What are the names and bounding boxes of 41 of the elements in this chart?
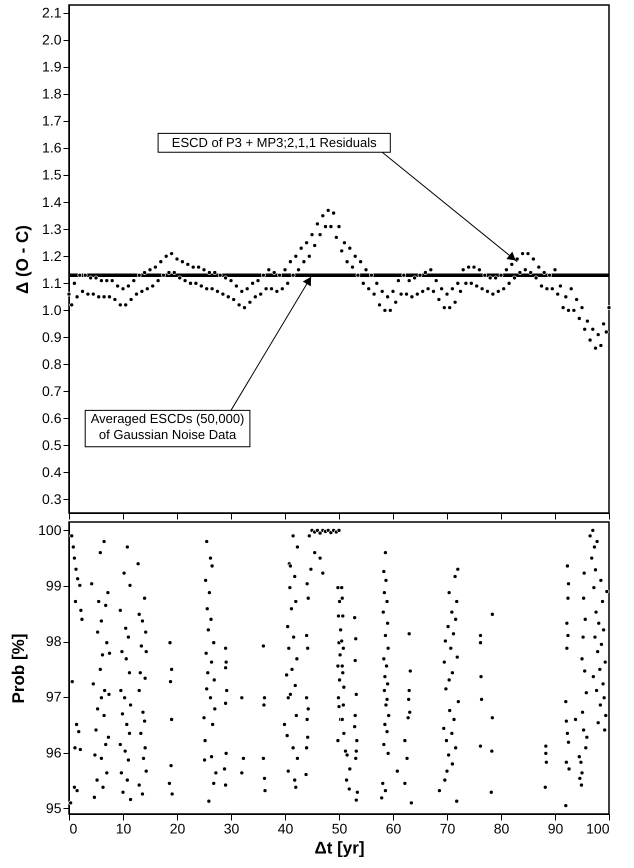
y-tick-label: 95 [46,800,62,816]
y-tick-label: 1.3 [42,220,62,237]
y-tick-label: 0.8 [42,356,62,372]
x-tick-label: 30 [224,820,240,836]
y-tick-label: 97 [46,688,62,705]
y-tick-label: 1.0 [42,302,62,318]
annotation: Averaged ESCDs (50,000) of Gaussian Noise Data [90,410,244,442]
y-tick-label: 0.9 [42,328,62,345]
x-tick-label: 90 [548,820,564,836]
y-tick-label: 0.4 [42,464,62,480]
y-tick-label: 1.8 [42,86,62,102]
x-tick-label: 100 [586,820,610,836]
y-axis-title: Prob [%] [9,634,28,704]
x-tick-label: 60 [386,820,402,836]
y-tick-label: 0.7 [42,382,62,399]
x-tick-label: 40 [278,820,294,836]
y-tick-label: 1.2 [42,248,62,264]
y-tick-label: 2.1 [42,4,62,21]
annotation: ESCD of P3 + MP3;2,1,1 Residuals [172,134,378,150]
y-tick-label: 0.5 [42,436,62,453]
y-tick-label: 0.3 [42,490,62,507]
y-tick-label: 98 [46,633,62,650]
y-tick-label: 0.6 [42,410,62,426]
y-tick-label: 2.0 [42,32,62,48]
x-axis-title: Δt [yr] [314,838,364,858]
y-tick-label: 100 [38,522,62,538]
x-tick-label: 80 [494,820,510,836]
y-tick-label: 99 [46,577,62,594]
y-tick-label: 1.4 [42,194,62,210]
x-tick-label: 70 [440,820,456,836]
y-tick-label: 1.6 [42,140,62,156]
y-axis-title: Δ (O - C) [13,225,32,294]
y-tick-label: 1.5 [42,166,62,183]
x-tick-label: 10 [116,820,132,836]
y-tick-label: 1.7 [42,112,62,129]
y-tick-label: 1.1 [42,274,62,291]
y-tick-label: 96 [46,744,62,760]
x-tick-label: 50 [332,820,348,836]
x-tick-label: 20 [170,820,186,836]
x-tick-label: 0 [70,820,78,836]
y-tick-label: 1.9 [42,58,62,75]
